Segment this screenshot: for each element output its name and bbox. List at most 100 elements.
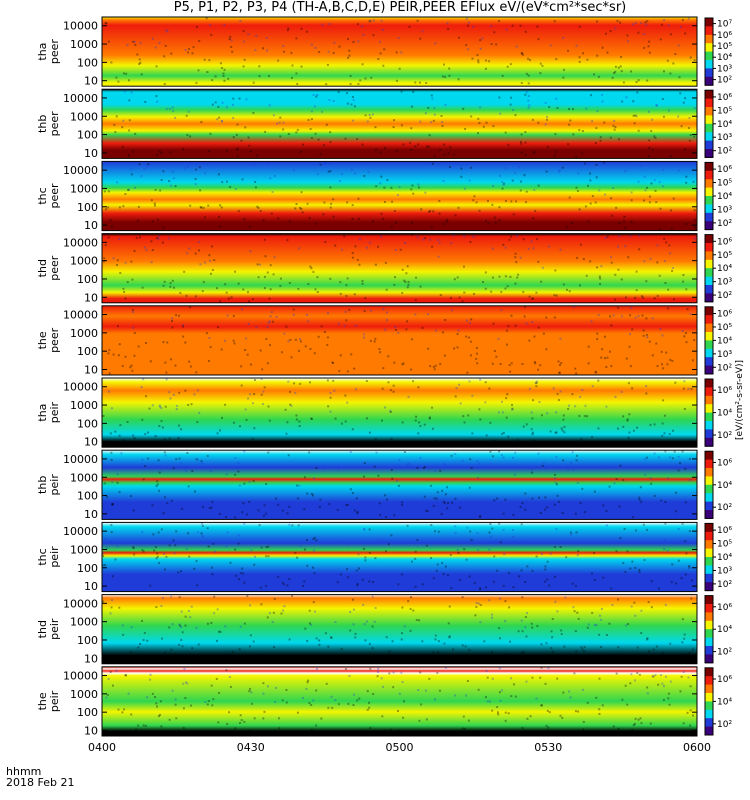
noise-pixel — [201, 524, 204, 527]
noise-pixel — [666, 363, 669, 366]
noise-pixel — [345, 503, 348, 506]
colorbar-segment — [705, 332, 713, 341]
noise-pixel — [161, 597, 164, 600]
noise-pixel — [537, 260, 540, 263]
noise-pixel — [191, 52, 194, 55]
noise-pixel — [671, 563, 674, 566]
noise-pixel — [493, 216, 496, 219]
noise-pixel — [619, 464, 622, 467]
noise-pixel — [450, 454, 453, 457]
noise-pixel — [439, 148, 442, 151]
colorbar-segment — [705, 573, 713, 583]
noise-pixel — [370, 309, 373, 312]
noise-pixel — [400, 632, 403, 635]
noise-pixel — [511, 456, 514, 459]
noise-pixel — [356, 699, 359, 702]
noise-pixel — [156, 552, 159, 555]
noise-pixel — [510, 677, 513, 680]
noise-pixel — [671, 270, 674, 273]
noise-pixel — [545, 170, 548, 173]
noise-pixel — [374, 263, 377, 266]
colorbar-tick-label: 10⁶ — [717, 458, 732, 468]
noise-pixel — [213, 259, 216, 262]
noise-pixel — [430, 524, 433, 527]
noise-pixel — [535, 291, 538, 294]
noise-pixel — [431, 162, 434, 165]
noise-pixel — [277, 575, 280, 578]
noise-pixel — [435, 439, 438, 442]
noise-pixel — [352, 608, 355, 611]
noise-pixel — [230, 731, 233, 734]
noise-pixel — [471, 432, 474, 435]
noise-pixel — [424, 689, 427, 692]
noise-pixel — [180, 625, 183, 628]
noise-pixel — [472, 25, 475, 28]
noise-pixel — [540, 414, 543, 417]
noise-pixel — [690, 387, 693, 390]
noise-pixel — [565, 556, 568, 559]
noise-pixel — [447, 502, 450, 505]
noise-pixel — [649, 722, 652, 725]
noise-pixel — [595, 20, 598, 23]
noise-pixel — [578, 25, 581, 28]
noise-pixel — [504, 287, 507, 290]
noise-pixel — [182, 682, 185, 685]
noise-pixel — [143, 167, 146, 170]
colorbar-segment — [705, 646, 713, 655]
noise-pixel — [169, 285, 172, 288]
y-tick-label: 1000 — [70, 543, 98, 556]
noise-pixel — [396, 193, 399, 196]
noise-pixel — [222, 74, 225, 77]
noise-pixel — [562, 76, 565, 79]
noise-pixel — [269, 264, 272, 267]
noise-pixel — [664, 522, 667, 525]
noise-pixel — [198, 240, 201, 243]
noise-pixel — [645, 392, 648, 395]
noise-pixel — [670, 581, 673, 584]
noise-pixel — [227, 297, 230, 300]
noise-pixel — [433, 113, 436, 116]
noise-pixel — [457, 551, 460, 554]
noise-pixel — [611, 214, 614, 217]
noise-pixel — [662, 185, 665, 188]
y-tick-label: 100 — [77, 417, 98, 430]
noise-pixel — [422, 466, 425, 469]
y-tick-label: 10000 — [63, 525, 98, 538]
noise-pixel — [562, 418, 565, 421]
noise-pixel — [213, 595, 216, 598]
noise-pixel — [635, 270, 638, 273]
noise-pixel — [285, 701, 288, 704]
noise-pixel — [650, 606, 653, 609]
noise-pixel — [664, 450, 667, 453]
noise-pixel — [407, 600, 410, 603]
noise-pixel — [417, 183, 420, 186]
noise-pixel — [426, 509, 429, 512]
noise-pixel — [683, 408, 686, 411]
noise-pixel — [104, 537, 107, 540]
x-tick-label: 0400 — [88, 741, 116, 754]
noise-pixel — [141, 530, 144, 533]
noise-pixel — [691, 359, 694, 362]
noise-pixel — [337, 703, 340, 706]
noise-pixel — [430, 94, 433, 97]
noise-pixel — [617, 598, 620, 601]
colorbar-segment — [705, 451, 713, 461]
noise-pixel — [414, 557, 417, 560]
noise-pixel — [282, 50, 285, 53]
noise-pixel — [554, 133, 557, 136]
noise-pixel — [324, 632, 327, 635]
noise-pixel — [525, 423, 528, 426]
noise-pixel — [107, 390, 110, 393]
noise-pixel — [353, 293, 356, 296]
noise-pixel — [469, 322, 472, 325]
noise-pixel — [601, 348, 604, 351]
noise-pixel — [674, 381, 677, 384]
noise-pixel — [497, 411, 500, 414]
noise-pixel — [303, 508, 306, 511]
noise-pixel — [351, 492, 354, 495]
noise-pixel — [658, 274, 661, 277]
noise-pixel — [226, 531, 229, 534]
noise-pixel — [661, 422, 664, 425]
noise-pixel — [194, 252, 197, 255]
noise-pixel — [344, 137, 347, 140]
